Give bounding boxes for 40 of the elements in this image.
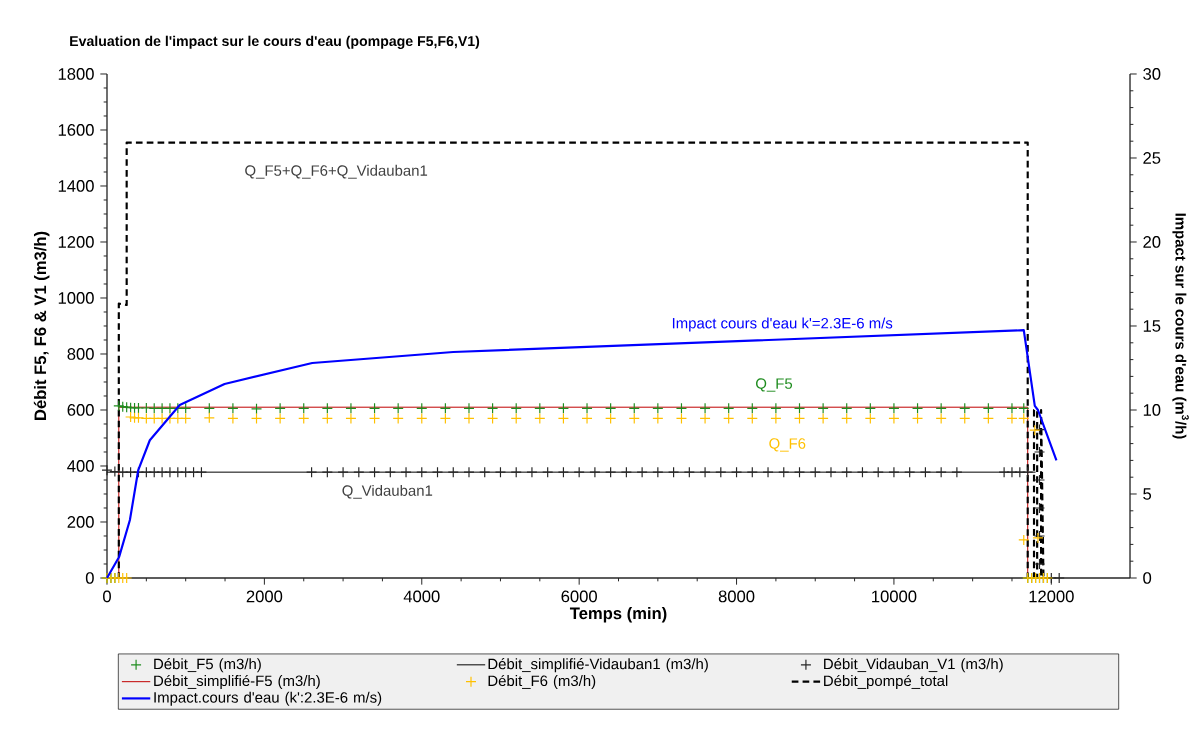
x-tick-label: 6000 [561,590,597,603]
x-axis-title: Temps (min) [569,607,667,623]
x-tick-label: 4000 [403,590,440,603]
y-tick-label: 1600 [58,124,94,136]
annotation: Impact cours d'eau k'=2.3E-6 m/s [672,317,893,332]
y2-tick-label: 5 [1143,488,1152,500]
y2-tick-label: 20 [1143,236,1161,248]
x-tick-label: 8000 [718,590,755,603]
chart-title: Evaluation de l'impact sur le cours d'eau (pompage F5,F6,V1) [70,35,480,49]
x-tick-label: 2000 [246,590,283,603]
x-tick-label: 0 [103,590,111,603]
x-tick-label: 12000 [1029,590,1074,603]
legend-label: Débit_simplifié-Vidauban1 (m3/h) [488,658,708,673]
legend-label: Débit_simplifié-F5 (m3/h) [154,674,320,690]
y2-tick-label: 30 [1143,68,1161,80]
y-tick-label: 1800 [58,68,94,80]
legend-label: Débit_F6 (m3/h) [488,674,596,690]
y2-axis-title: Impact sur le cours d'eau (m$^{3}$/h) [1172,213,1189,439]
y-axis-title: Débit F5, F6 & V1 (m3/h) [33,231,50,420]
y-tick-label: 400 [67,460,94,472]
legend-label: Débit_pompé_total [824,674,948,690]
y2-tick-label: 25 [1143,152,1161,164]
x-tick-label: 10000 [872,590,917,603]
y-tick-label: 1400 [58,180,94,192]
annotation: Q_Vidauban1 [342,484,433,499]
y-tick-label: 1200 [58,236,94,248]
legend-label: Débit_Vidauban_V1 (m3/h) [824,658,1003,673]
y2-tick-label: 15 [1143,320,1161,332]
y-tick-label: 200 [67,516,94,528]
y2-tick-label: 10 [1143,404,1161,416]
legend-label: Débit_F5 (m3/h) [154,658,261,673]
y-tick-label: 1000 [58,292,94,304]
annotation: Q_F5 [756,378,793,392]
y-tick-label: 0 [85,572,94,584]
y-tick-label: 800 [67,348,94,360]
y2-tick-label: 0 [1143,572,1152,584]
y-tick-label: 600 [67,404,94,416]
annotation: Q_F5+Q_F6+Q_Vidauban1 [245,164,428,179]
legend-label: Impact.cours d'eau (k':2.3E-6 m/s) [154,691,382,706]
annotation: Q_F6 [769,438,806,452]
